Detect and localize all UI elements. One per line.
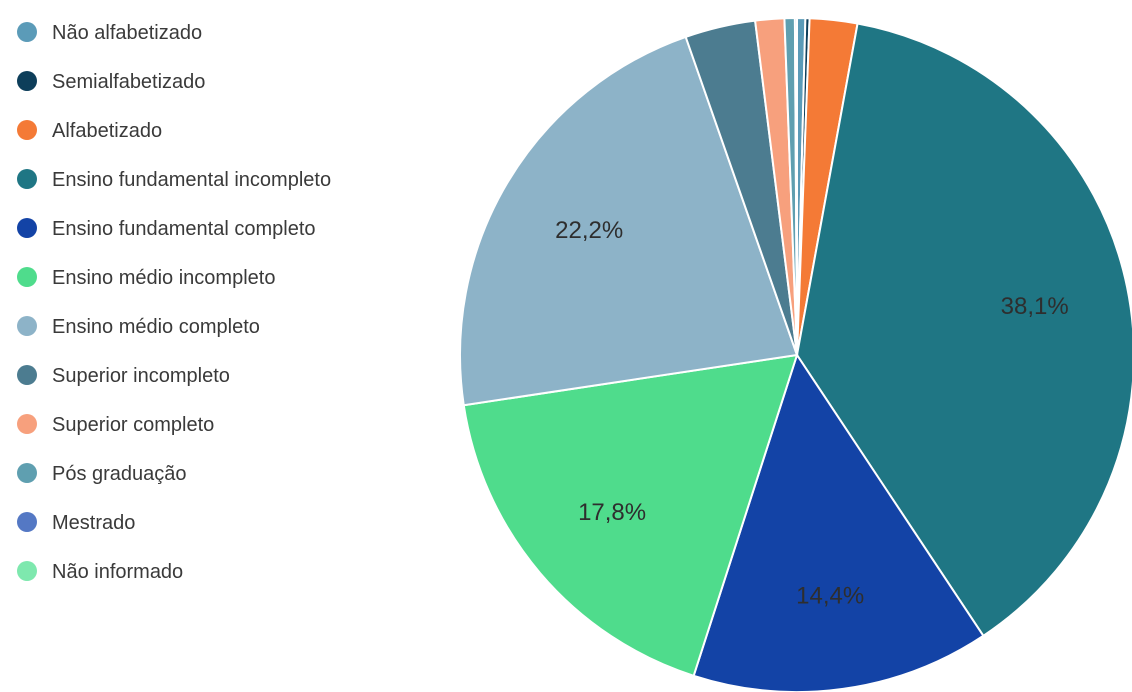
legend-label: Ensino médio completo: [52, 316, 260, 338]
legend-label: Não alfabetizado: [52, 22, 202, 44]
legend-label: Não informado: [52, 561, 183, 583]
slice-data-label: 17,8%: [578, 499, 646, 526]
legend-label: Alfabetizado: [52, 120, 162, 142]
slice-data-label: 22,2%: [555, 217, 623, 244]
legend-label: Superior completo: [52, 414, 214, 436]
pie-slice: [795, 22, 1132, 638]
legend-marker: [17, 512, 37, 532]
legend-label: Ensino médio incompleto: [52, 267, 275, 289]
slice-labels: 38,1% 14,4% 17,8% 22,2%: [555, 217, 1069, 610]
pie-slices: [459, 16, 1132, 692]
legend-label: Ensino fundamental completo: [52, 218, 316, 240]
pie-slice: [459, 35, 799, 407]
pie-slice: [462, 353, 799, 678]
legend-marker: [17, 218, 37, 238]
legend-marker: [17, 414, 37, 434]
legend-marker: [17, 71, 37, 91]
legend-marker: [17, 365, 37, 385]
pie-slice: [692, 352, 985, 692]
legend-label: Semialfabetizado: [52, 71, 205, 93]
pie-slice: [793, 16, 798, 356]
legend-marker: [17, 316, 37, 336]
legend-label: Superior incompleto: [52, 365, 230, 387]
legend-marker: [17, 561, 37, 581]
slice-data-label: 14,4%: [796, 582, 864, 609]
legend-marker: [17, 22, 37, 42]
legend-label: Pós graduação: [52, 463, 187, 485]
legend-marker: [17, 169, 37, 189]
legend-marker: [17, 267, 37, 287]
legend-marker: [17, 120, 37, 140]
legend-label: Mestrado: [52, 512, 135, 534]
legend: Não alfabetizado Semialfabetizado Alfabeti…: [17, 22, 331, 583]
legend-marker: [17, 463, 37, 483]
slice-data-label: 38,1%: [1001, 293, 1069, 320]
legend-label: Ensino fundamental incompleto: [52, 169, 331, 191]
